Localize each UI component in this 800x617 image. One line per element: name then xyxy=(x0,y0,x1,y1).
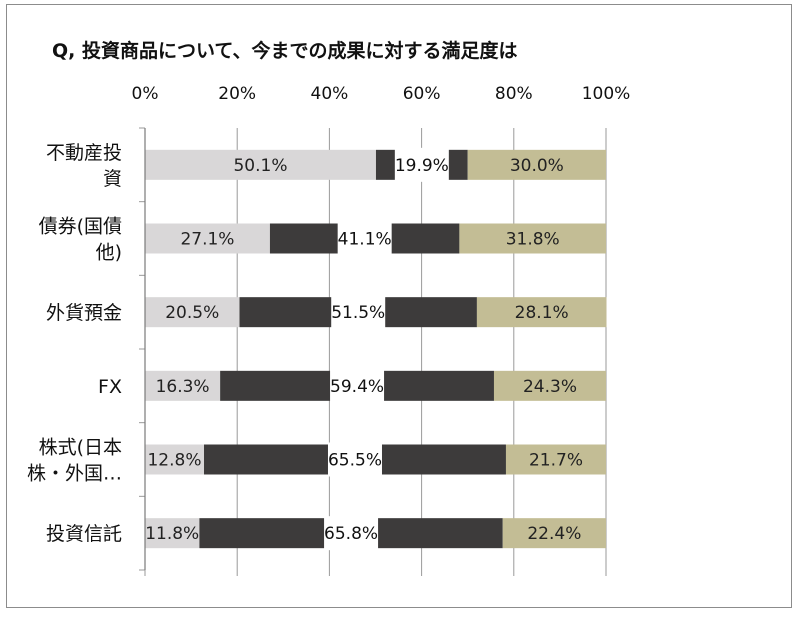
data-label: 24.3% xyxy=(523,377,577,397)
data-label: 28.1% xyxy=(515,303,569,323)
category-label: 株式(日本 xyxy=(39,437,122,459)
bar-segment xyxy=(145,370,221,401)
bar-segment xyxy=(145,297,240,328)
bar-segment xyxy=(145,223,270,254)
data-label-background xyxy=(330,368,385,403)
category-label: 外貨預金 xyxy=(46,302,122,324)
data-label-background xyxy=(324,516,379,551)
data-label: 16.3% xyxy=(156,377,210,397)
bar-segment xyxy=(476,297,607,328)
bar-segment xyxy=(505,444,606,475)
x-tick-label: 20% xyxy=(218,84,256,104)
data-label: 20.5% xyxy=(165,303,219,323)
data-label: 21.7% xyxy=(529,451,583,471)
data-label: 30.0% xyxy=(510,156,564,176)
data-label-background xyxy=(327,442,382,477)
data-label: 41.1% xyxy=(338,230,392,250)
x-tick-label: 100% xyxy=(582,84,631,104)
category-label: 他) xyxy=(96,242,122,264)
data-label: 65.5% xyxy=(328,451,382,471)
data-label: 22.4% xyxy=(527,524,581,544)
data-label: 11.8% xyxy=(145,524,199,544)
category-label: 投資信託 xyxy=(46,523,122,545)
bar-segment xyxy=(145,149,376,180)
data-label: 51.5% xyxy=(331,303,385,323)
data-label: 27.1% xyxy=(180,230,234,250)
category-label: 株・外国… xyxy=(27,463,122,485)
x-tick-label: 60% xyxy=(403,84,441,104)
x-tick-label: 80% xyxy=(495,84,533,104)
x-tick-label: 40% xyxy=(311,84,349,104)
category-label: 債券(国債 xyxy=(39,216,122,238)
category-label: 資 xyxy=(103,168,122,190)
bar-segment xyxy=(467,149,606,180)
data-label-background xyxy=(331,295,386,330)
data-label-background xyxy=(337,221,392,256)
bar-segment xyxy=(145,444,205,475)
bar-segment xyxy=(493,370,606,401)
data-label: 31.8% xyxy=(506,230,560,250)
category-label: 不動産投 xyxy=(46,142,122,164)
bar-segment xyxy=(145,518,200,549)
data-label: 12.8% xyxy=(147,451,201,471)
data-label: 65.8% xyxy=(324,524,378,544)
data-label: 59.4% xyxy=(330,377,384,397)
data-label: 50.1% xyxy=(233,156,287,176)
bar-segment xyxy=(502,518,606,549)
bar-segment xyxy=(459,223,606,254)
chart-title: Q, 投資商品について、今までの成果に対する満足度は xyxy=(52,40,518,62)
data-label-background xyxy=(394,147,449,182)
data-label: 19.9% xyxy=(395,156,449,176)
x-tick-label: 0% xyxy=(132,84,159,104)
category-label: FX xyxy=(98,376,122,398)
